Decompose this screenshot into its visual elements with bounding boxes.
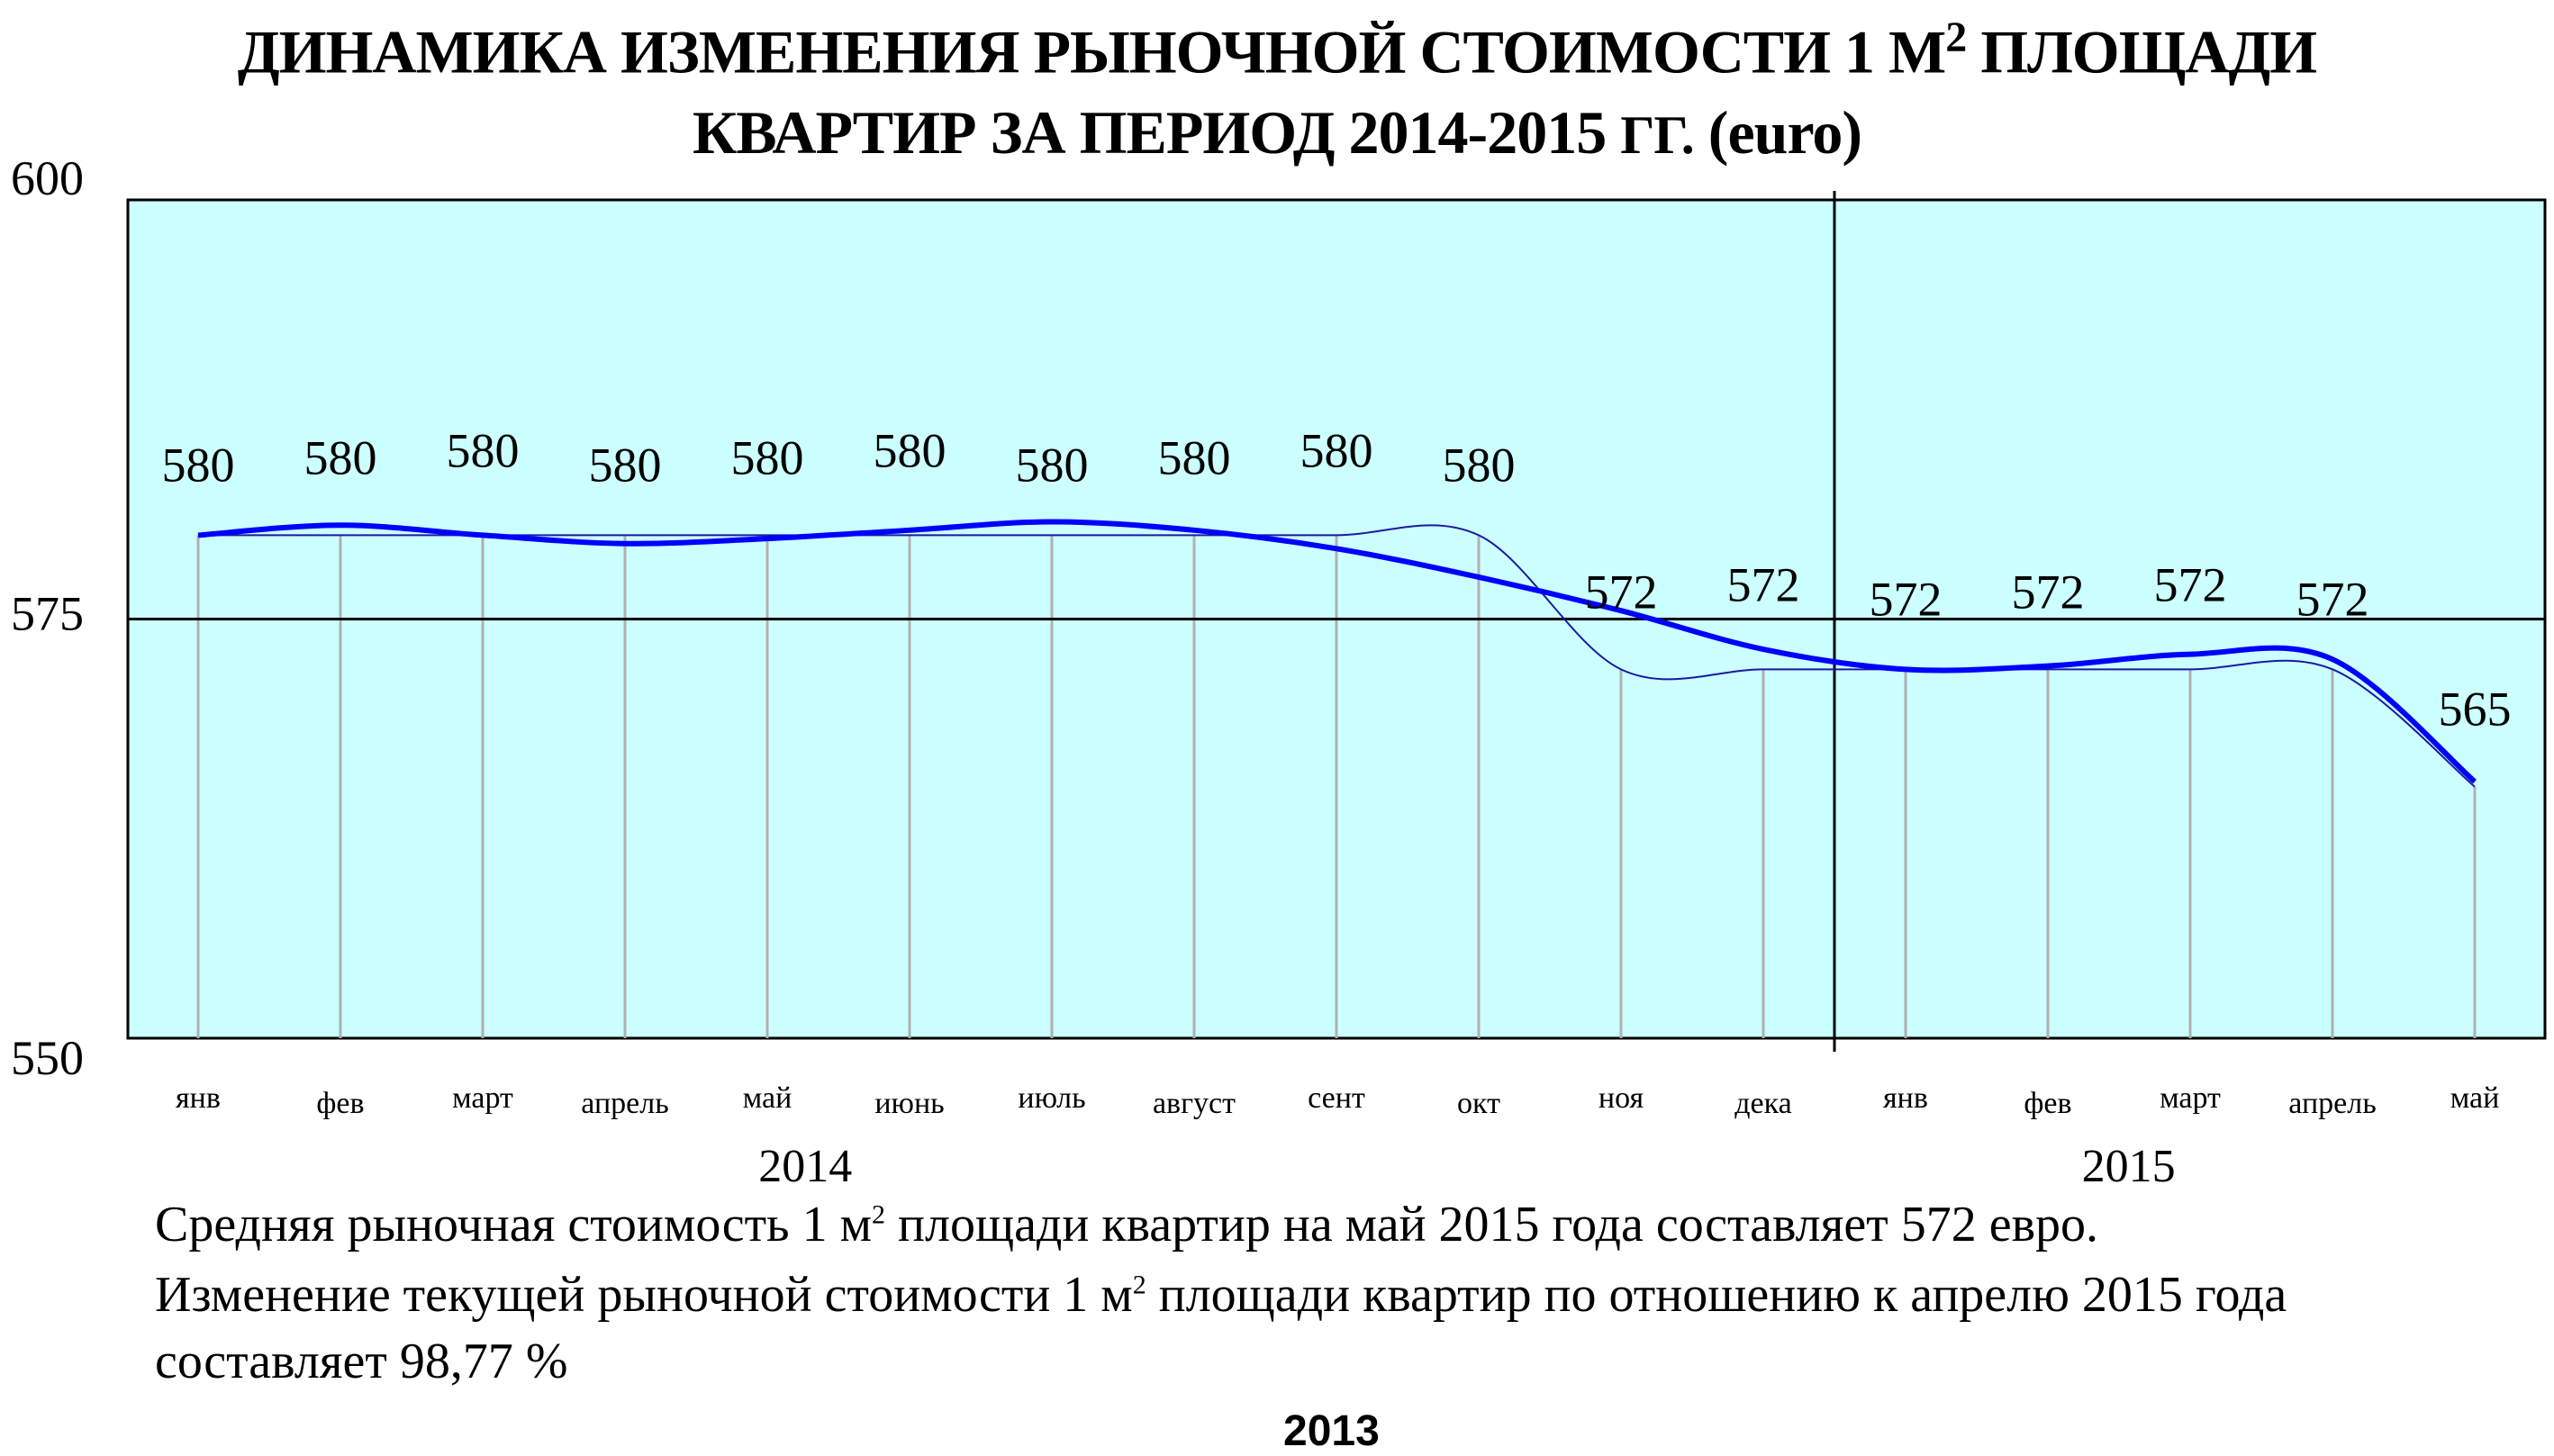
data-label: 572 — [1585, 565, 1658, 619]
note-line-2: Изменение текущей рыночной стоимости 1 м… — [155, 1266, 2287, 1324]
x-tick-label: окт — [1457, 1087, 1500, 1120]
title-line-2-end: (euro) — [1693, 98, 1862, 167]
chart-title-line-1: ДИНАМИКА ИЗМЕНЕНИЯ РЫНОЧНОЙ СТОИМОСТИ 1 … — [0, 13, 2554, 88]
x-tick-label: ноя — [1599, 1081, 1644, 1115]
year-label: 2015 — [2082, 1141, 2176, 1192]
data-label: 572 — [2154, 557, 2227, 611]
title-line-1-end: ПЛОЩАДИ — [1966, 17, 2317, 86]
title-line-2-abbrev: ГГ. — [1620, 105, 1695, 165]
data-label: 580 — [162, 438, 235, 492]
x-tick-label: июнь — [874, 1087, 944, 1120]
y-tick-label: 600 — [11, 151, 84, 205]
y-tick-label: 550 — [11, 1031, 84, 1085]
x-tick-label: дека — [1734, 1087, 1791, 1120]
series-line-2 — [197, 519, 2477, 784]
data-label: 580 — [1300, 423, 1373, 477]
chart-title-line-2: КВАРТИР ЗА ПЕРИОД 2014-2015 ГГ. (euro) — [0, 97, 2554, 168]
data-label: 565 — [2439, 683, 2512, 737]
x-tick-label: август — [1153, 1087, 1236, 1120]
note-line-2-sup: 2 — [1132, 1270, 1146, 1300]
data-label: 580 — [1016, 438, 1089, 492]
title-line-1-text: ДИНАМИКА ИЗМЕНЕНИЯ РЫНОЧНОЙ СТОИМОСТИ 1 … — [237, 17, 1946, 86]
x-tick-label: май — [743, 1081, 792, 1115]
note-line-1-end: площади квартир на май 2015 года составл… — [885, 1197, 2099, 1253]
x-tick-label: сент — [1308, 1081, 1365, 1115]
x-tick-label: май — [2450, 1081, 2500, 1115]
data-label: 572 — [1870, 572, 1943, 626]
x-tick-label: фев — [316, 1087, 364, 1120]
note-line-1-text: Средняя рыночная стоимость 1 м — [155, 1197, 873, 1253]
data-label: 580 — [1443, 438, 1516, 492]
data-label: 580 — [447, 423, 520, 477]
data-label: 580 — [304, 430, 377, 484]
note-line-2-end: площади квартир по отношению к апрелю 20… — [1146, 1267, 2287, 1323]
data-label: 580 — [731, 430, 804, 484]
data-label: 580 — [1158, 430, 1231, 484]
series-line-1 — [198, 524, 2476, 788]
x-tick-label: фев — [2024, 1087, 2071, 1120]
note-line-1: Средняя рыночная стоимость 1 м2 площади … — [155, 1196, 2098, 1253]
title-line-2-text: КВАРТИР ЗА ПЕРИОД 2014-2015 — [692, 98, 1621, 167]
data-label: 572 — [2012, 565, 2085, 619]
x-tick-label: янв — [1883, 1081, 1928, 1115]
note-line-2-text: Изменение текущей рыночной стоимости 1 м — [155, 1267, 1133, 1323]
x-tick-label: апрель — [2288, 1087, 2376, 1120]
y-tick-label: 575 — [11, 587, 84, 641]
data-label: 580 — [874, 423, 946, 477]
title-superscript: 2 — [1945, 14, 1967, 61]
data-label: 572 — [2296, 572, 2369, 626]
note-line-3: составляет 98,77 % — [155, 1334, 568, 1389]
x-tick-label: март — [2160, 1081, 2221, 1115]
x-tick-label: март — [452, 1081, 513, 1115]
year-label: 2014 — [758, 1141, 852, 1192]
data-label: 580 — [589, 438, 662, 492]
price-chart: 550 575 600 580 580 580 580 580 580 580 580 580 580 5… — [11, 151, 2547, 1192]
x-tick-label: янв — [176, 1081, 221, 1115]
x-tick-label: апрель — [581, 1087, 668, 1120]
x-tick-label: июль — [1018, 1081, 1085, 1115]
note-line-1-sup: 2 — [872, 1199, 886, 1230]
cutoff-heading: 2013 — [1283, 1407, 1380, 1455]
data-label: 572 — [1727, 557, 1800, 611]
